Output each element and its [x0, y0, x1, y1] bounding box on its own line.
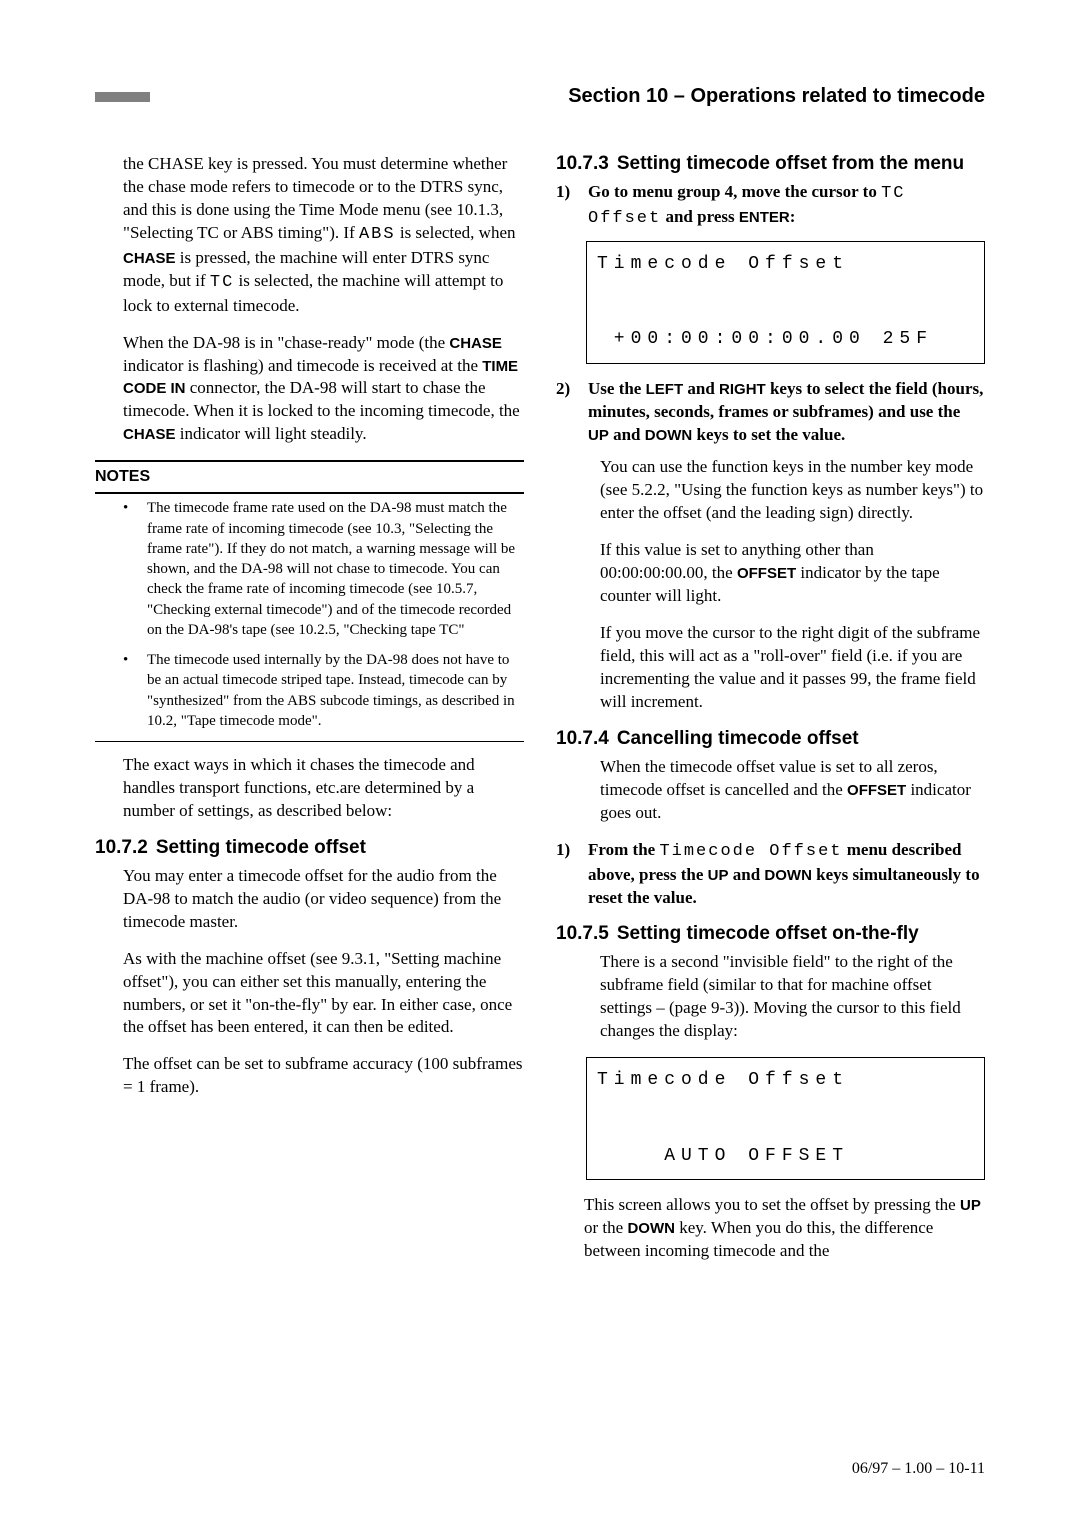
- left-column: the CHASE key is pressed. You must deter…: [95, 153, 524, 1277]
- heading-title: Setting timecode offset: [156, 837, 366, 859]
- page-footer: 06/97 – 1.00 – 10-11: [852, 1460, 985, 1478]
- key-label: ENTER: [739, 209, 790, 226]
- heading-number: 10.7.4: [556, 728, 609, 750]
- subsection-heading: 10.7.5 Setting timecode offset on-the-fl…: [556, 923, 985, 945]
- divider: [95, 460, 524, 462]
- step: 1) Go to menu group 4, move the cursor t…: [556, 181, 985, 231]
- text: or the: [584, 1218, 627, 1237]
- key-label: UP: [588, 427, 609, 444]
- text: Use the: [588, 379, 646, 398]
- step-text: From the Timecode Offset menu described …: [588, 839, 985, 910]
- text: and: [683, 379, 719, 398]
- key-label: DOWN: [764, 867, 812, 884]
- text: is selected, when: [396, 223, 516, 242]
- key-label: DOWN: [627, 1220, 675, 1237]
- lcd-line: Timecode Offset: [597, 1070, 849, 1090]
- paragraph: This screen allows you to set the offset…: [584, 1194, 985, 1263]
- key-label: LEFT: [646, 381, 684, 398]
- note-item: The timecode frame rate used on the DA-9…: [123, 498, 524, 640]
- key-label: UP: [708, 867, 729, 884]
- step: 2) Use the LEFT and RIGHT keys to select…: [556, 378, 985, 447]
- header-accent-bar: [95, 92, 150, 102]
- key-label: UP: [960, 1197, 981, 1214]
- note-item: The timecode used internally by the DA-9…: [123, 650, 524, 731]
- heading-number: 10.7.2: [95, 837, 148, 859]
- notes-heading: NOTES: [95, 468, 524, 486]
- section-title: Section 10 – Operations related to timec…: [568, 85, 985, 108]
- text: indicator will light steadily.: [176, 424, 367, 443]
- text: and: [609, 425, 645, 444]
- heading-number: 10.7.3: [556, 153, 609, 175]
- key-label: OFFSET: [847, 782, 906, 799]
- mono-text: Timecode Offset: [659, 842, 842, 861]
- content-columns: the CHASE key is pressed. You must deter…: [95, 153, 985, 1277]
- paragraph: You may enter a timecode offset for the …: [123, 865, 524, 934]
- step-text: Go to menu group 4, move the cursor to T…: [588, 181, 985, 231]
- paragraph: If this value is set to anything other t…: [600, 539, 985, 608]
- heading-title: Setting timecode offset on-the-fly: [617, 923, 919, 945]
- mono-text: ABS: [359, 225, 396, 244]
- text: :: [790, 207, 796, 226]
- paragraph: When the DA-98 is in "chase-ready" mode …: [123, 332, 524, 447]
- paragraph: As with the machine offset (see 9.3.1, "…: [123, 948, 524, 1040]
- text: keys to set the value.: [692, 425, 845, 444]
- paragraph: The offset can be set to subframe accura…: [123, 1053, 524, 1099]
- key-label: RIGHT: [719, 381, 766, 398]
- subsection-heading: 10.7.4 Cancelling timecode offset: [556, 728, 985, 750]
- divider: [95, 741, 524, 742]
- divider: [95, 492, 524, 494]
- key-label: DOWN: [645, 427, 693, 444]
- lcd-line: AUTO OFFSET: [597, 1146, 849, 1166]
- step-text: Use the LEFT and RIGHT keys to select th…: [588, 378, 985, 447]
- paragraph: There is a second "invisible field" to t…: [600, 951, 985, 1043]
- lcd-line: Timecode Offset: [597, 254, 849, 274]
- step-number: 1): [556, 839, 578, 910]
- lcd-display: Timecode Offset +00:00:00:00.00 25F: [586, 241, 985, 364]
- step-number: 1): [556, 181, 578, 231]
- right-column: 10.7.3 Setting timecode offset from the …: [556, 153, 985, 1277]
- subsection-heading: 10.7.3 Setting timecode offset from the …: [556, 153, 985, 175]
- text: and press: [661, 207, 739, 226]
- paragraph: the CHASE key is pressed. You must deter…: [123, 153, 524, 318]
- text: When the DA-98 is in "chase-ready" mode …: [123, 333, 449, 352]
- heading-title: Cancelling timecode offset: [617, 728, 859, 750]
- text: indicator is flashing) and timecode is r…: [123, 356, 482, 375]
- paragraph: You can use the function keys in the num…: [600, 456, 985, 525]
- paragraph: When the timecode offset value is set to…: [600, 756, 985, 825]
- text: Go to menu group 4, move the cursor to: [588, 182, 881, 201]
- step: 1) From the Timecode Offset menu describ…: [556, 839, 985, 910]
- key-label: CHASE: [123, 250, 176, 267]
- text: This screen allows you to set the offset…: [584, 1195, 960, 1214]
- section-header: Section 10 – Operations related to timec…: [95, 85, 985, 108]
- paragraph: If you move the cursor to the right digi…: [600, 622, 985, 714]
- key-label: CHASE: [449, 335, 502, 352]
- heading-number: 10.7.5: [556, 923, 609, 945]
- lcd-line: +00:00:00:00.00 25F: [597, 329, 933, 349]
- text: From the: [588, 840, 659, 859]
- lcd-display: Timecode Offset AUTO OFFSET: [586, 1057, 985, 1180]
- paragraph: The exact ways in which it chases the ti…: [123, 754, 524, 823]
- key-label: CHASE: [123, 426, 176, 443]
- key-label: OFFSET: [737, 565, 796, 582]
- text: and: [728, 865, 764, 884]
- step-number: 2): [556, 378, 578, 447]
- subsection-heading: 10.7.2 Setting timecode offset: [95, 837, 524, 859]
- mono-text: TC: [210, 273, 234, 292]
- heading-title: Setting timecode offset from the menu: [617, 153, 964, 175]
- notes-list: The timecode frame rate used on the DA-9…: [123, 498, 524, 731]
